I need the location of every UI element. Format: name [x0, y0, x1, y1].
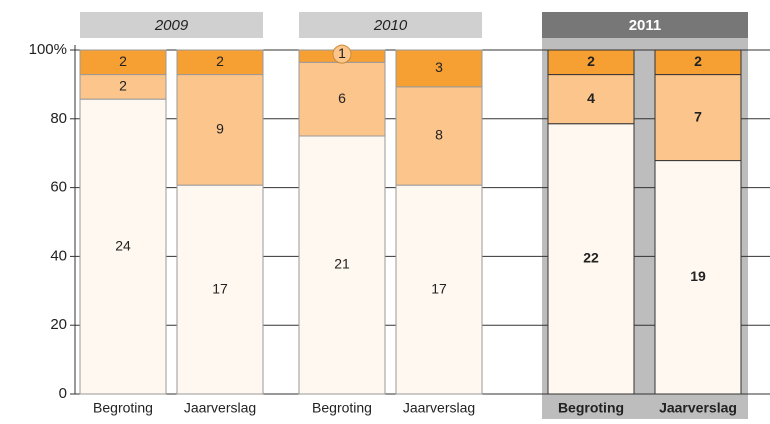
y-tick-label: 60 — [50, 179, 67, 196]
bar-segment — [298, 61, 386, 137]
label-badge — [332, 44, 352, 64]
data-label: 2 — [216, 53, 224, 69]
bar-segment — [176, 49, 264, 76]
data-label: 2 — [119, 53, 127, 69]
data-label: 19 — [690, 268, 706, 284]
x-tick-label: Jaarverslag — [403, 400, 475, 416]
bar-segment — [654, 49, 742, 76]
group-label: 2010 — [373, 17, 408, 34]
x-tick-label: Begroting — [93, 400, 153, 416]
y-tick-label: 40 — [50, 247, 67, 264]
bar-segment — [654, 74, 742, 162]
group-label: 2009 — [154, 17, 189, 34]
bar-segment — [298, 135, 386, 395]
x-tick-label: Begroting — [558, 400, 624, 416]
bar-segment — [654, 160, 742, 395]
data-label: 1 — [338, 45, 346, 61]
bar-segment — [176, 184, 264, 395]
data-label: 7 — [694, 108, 702, 124]
data-label: 4 — [587, 90, 595, 106]
bar-segment — [79, 49, 167, 76]
bar-segment — [79, 74, 167, 100]
data-label: 24 — [115, 237, 131, 253]
group-label: 2011 — [629, 17, 662, 34]
data-label: 22 — [583, 250, 599, 266]
bar-segment — [395, 184, 483, 395]
data-label: 8 — [435, 127, 443, 143]
data-label: 2 — [694, 53, 702, 69]
data-label: 21 — [334, 256, 350, 272]
x-tick-label: Begroting — [312, 400, 372, 416]
group-header — [299, 12, 482, 38]
data-label: 2 — [119, 78, 127, 94]
group-header — [542, 12, 748, 38]
y-tick-label: 0 — [59, 385, 67, 402]
data-label: 9 — [216, 121, 224, 137]
group-header — [80, 12, 263, 38]
y-tick-label: 100% — [29, 41, 67, 58]
y-tick-label: 80 — [50, 110, 67, 127]
bar-segment — [176, 74, 264, 186]
bar-segment — [395, 86, 483, 186]
bar-segment — [547, 74, 635, 125]
x-tick-label: Jaarverslag — [184, 400, 256, 416]
data-label: 17 — [431, 280, 447, 296]
x-tick-label: Jaarverslag — [659, 400, 737, 416]
data-label: 17 — [212, 280, 228, 296]
bar-segment — [547, 123, 635, 395]
data-label: 6 — [338, 90, 346, 106]
bar-segment — [547, 49, 635, 76]
data-label: 2 — [587, 53, 595, 69]
bar-segment — [395, 49, 483, 88]
data-label: 3 — [435, 59, 443, 75]
y-tick-label: 20 — [50, 316, 67, 333]
